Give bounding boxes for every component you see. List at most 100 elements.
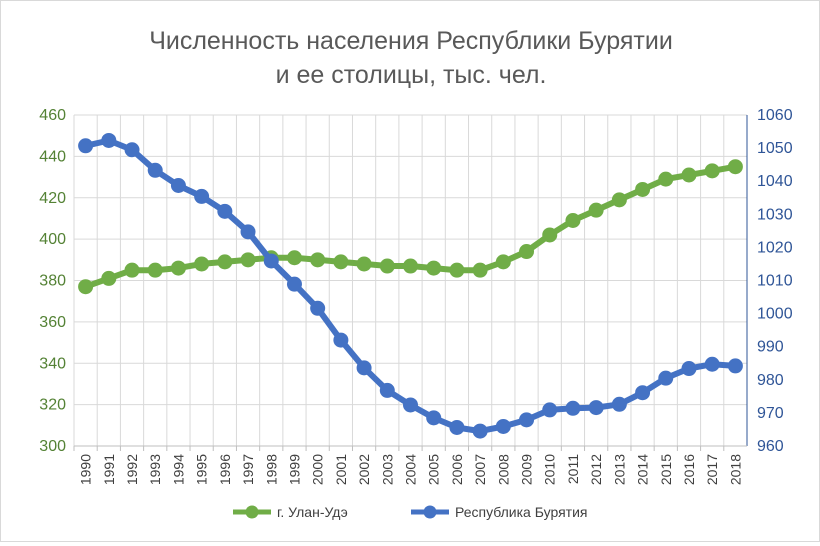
series-1-point	[403, 258, 418, 274]
x-tick-label: 1994	[170, 454, 186, 485]
x-tick-label: 2016	[681, 454, 697, 485]
x-tick-label: 2015	[658, 454, 674, 485]
series-2-point	[495, 418, 511, 434]
series-2-point	[426, 410, 442, 426]
y-left-tick-label: 440	[39, 148, 66, 165]
y-right-tick-label: 1060	[757, 107, 793, 124]
series-1-point	[704, 163, 720, 179]
series-2-point	[240, 224, 256, 240]
chart-title-line-2: и ее столицы, тыс. чел.	[276, 61, 547, 89]
series-2-point	[611, 396, 627, 412]
series-2-point	[727, 358, 743, 374]
series-1-point	[240, 252, 256, 268]
legend-label-1: г. Улан-Удэ	[277, 504, 348, 520]
series-1-point	[310, 252, 326, 268]
x-tick-label: 2007	[472, 454, 488, 485]
series-2-point	[449, 419, 465, 435]
y-right-tick-label: 1050	[757, 140, 793, 157]
series-2-point	[565, 400, 581, 416]
series-2-point	[704, 356, 720, 372]
x-tick-label: 1998	[263, 454, 279, 485]
series-1-point	[333, 254, 349, 270]
series-1-point	[611, 192, 627, 208]
y-left-tick-label: 360	[39, 314, 66, 331]
y-right-tick-label: 1040	[757, 173, 793, 190]
x-tick-label: 1995	[194, 454, 210, 485]
x-tick-label: 2006	[449, 454, 465, 485]
series-2-point	[681, 361, 697, 377]
series-1-point	[542, 227, 558, 243]
series-2-point	[658, 370, 674, 386]
y-right-tick-label: 960	[757, 438, 784, 455]
series-1-point	[472, 262, 488, 278]
series-1-point	[286, 250, 302, 266]
series-1-point	[635, 181, 651, 197]
series-1-point	[101, 270, 117, 286]
series-1-point	[681, 167, 697, 183]
x-tick-label: 2011	[565, 454, 581, 484]
x-tick-label: 1992	[124, 454, 140, 485]
series-1-point	[658, 171, 674, 187]
x-tick-label: 2004	[403, 454, 419, 485]
y-right-tick-label: 1030	[757, 206, 793, 223]
y-right-tick-label: 990	[757, 339, 784, 356]
series-2-point	[124, 142, 140, 158]
series-1-point	[565, 213, 581, 229]
series-2-point	[286, 276, 302, 292]
x-tick-label: 1996	[217, 454, 233, 485]
x-tick-label: 2009	[519, 454, 535, 485]
series-1-point	[124, 262, 140, 278]
x-tick-label: 2002	[356, 454, 372, 485]
y-left-tick-label: 420	[39, 190, 66, 207]
series-1-point	[588, 202, 604, 218]
series-2-point	[101, 132, 117, 148]
series-1-point	[495, 254, 511, 270]
legend-label-2: Республика Бурятия	[455, 504, 587, 520]
legend-marker-1	[245, 505, 259, 519]
legend: г. Улан-Удэ Республика Бурятия	[233, 504, 587, 520]
series-2-point	[635, 385, 651, 401]
series-2-point	[588, 400, 604, 416]
series-2-point	[217, 203, 233, 219]
series-1-point	[170, 260, 186, 276]
series-1-point	[356, 256, 372, 272]
y-right-tick-label: 970	[757, 405, 784, 422]
series-1-point	[727, 159, 743, 175]
series-2-point	[519, 412, 535, 428]
series-2-point	[356, 360, 372, 376]
chart-title-line-1: Численность населения Республики Бурятии	[149, 27, 673, 55]
x-tick-label: 2008	[495, 454, 511, 485]
series-2-point	[194, 188, 210, 204]
x-tick-label: 2003	[379, 454, 395, 485]
series-2-point	[542, 402, 558, 418]
x-tick-label: 2014	[635, 454, 651, 485]
x-tick-label: 2013	[611, 454, 627, 485]
series-2-point	[147, 162, 163, 178]
x-tick-label: 2018	[727, 454, 743, 485]
y-right-tick-label: 980	[757, 372, 784, 389]
series-1-point	[194, 256, 210, 272]
x-tick-label: 1990	[78, 454, 94, 485]
series-2-point	[333, 332, 349, 348]
series-2-point	[263, 253, 279, 269]
y-right-tick-label: 1000	[757, 306, 793, 323]
x-tick-label: 2017	[704, 454, 720, 485]
y-left-tick-label: 320	[39, 397, 66, 414]
x-tick-label: 1993	[147, 454, 163, 485]
y-right-tick-label: 1020	[757, 239, 793, 256]
axis-layer: 300 320 340 360 380 400 420 440 460 960 970 980 990 1…	[39, 107, 792, 485]
y-left-tick-label: 460	[39, 107, 66, 124]
y-left-tick-label: 340	[39, 355, 66, 372]
series-2-point	[403, 397, 418, 413]
series-2-point	[78, 138, 94, 154]
x-tick-label: 1997	[240, 454, 256, 485]
y-left-tick-label: 380	[39, 273, 66, 290]
series-layer	[78, 132, 743, 439]
series-2-point	[472, 423, 488, 439]
series-1-point	[519, 244, 535, 260]
x-tick-label: 1991	[101, 454, 117, 485]
legend-marker-2	[423, 505, 437, 519]
x-tick-label: 2012	[588, 454, 604, 485]
